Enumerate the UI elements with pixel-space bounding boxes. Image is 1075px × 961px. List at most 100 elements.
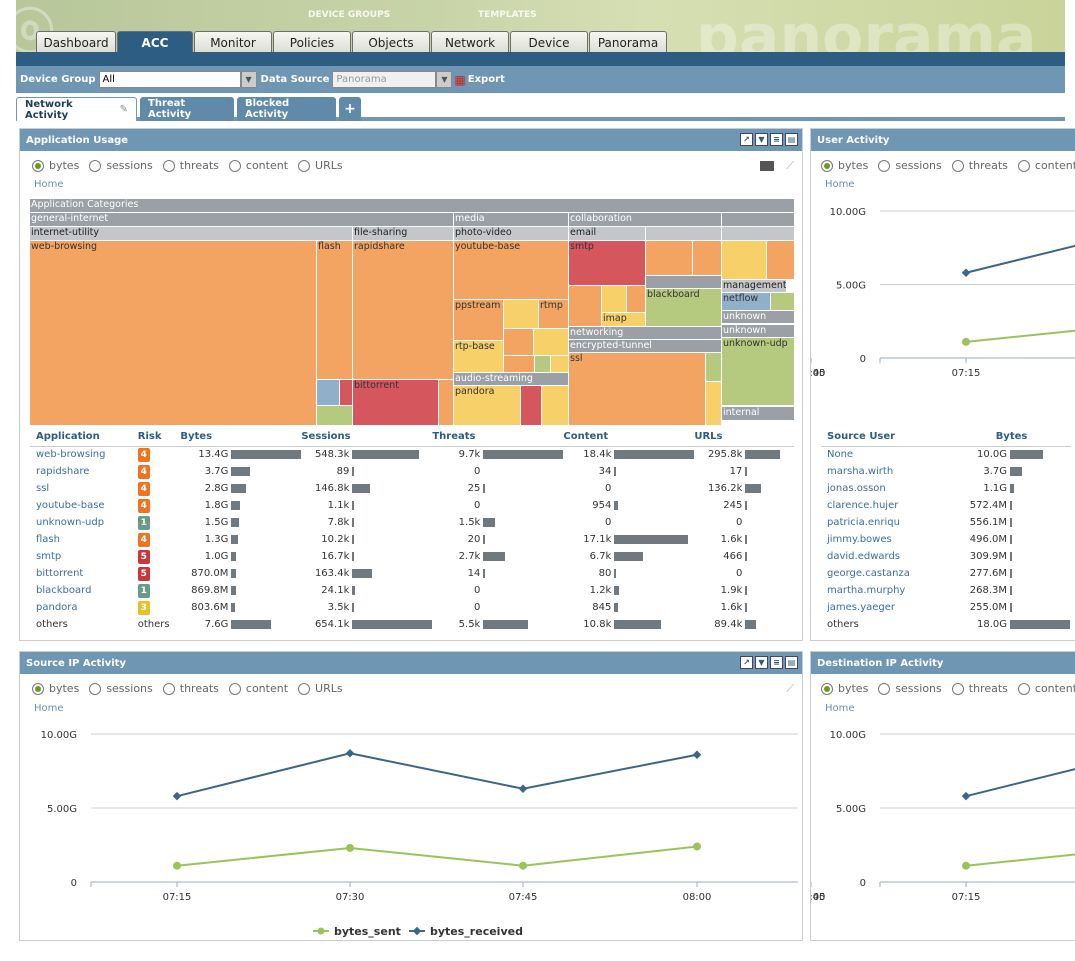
radio-sessions[interactable]: sessions xyxy=(878,682,942,695)
treemap-view-icon[interactable] xyxy=(760,161,774,171)
line-chart-icon[interactable]: ⟋ xyxy=(786,159,794,172)
treemap-subcategory[interactable]: email xyxy=(569,227,645,240)
table-row[interactable]: david.edwards 309.9M xyxy=(821,548,1071,565)
radio-threats[interactable]: threats xyxy=(951,682,1008,695)
treemap-category[interactable]: collaboration xyxy=(569,213,721,226)
radio-bytes[interactable]: bytes xyxy=(821,682,868,695)
app-name-link[interactable]: smtp xyxy=(36,551,62,562)
radio-button[interactable] xyxy=(228,159,241,172)
treemap-category[interactable]: media xyxy=(454,213,568,226)
treemap-cell[interactable] xyxy=(771,293,794,310)
app-name-link[interactable]: bittorrent xyxy=(36,568,84,579)
radio-button[interactable] xyxy=(1017,159,1030,172)
column-header[interactable]: Sessions xyxy=(301,427,433,447)
user-name-link[interactable]: jonas.osson xyxy=(827,483,886,494)
radio-button[interactable] xyxy=(878,159,891,172)
user-name-link[interactable]: jimmy.bowes xyxy=(827,534,892,545)
export-button[interactable]: Export xyxy=(467,74,505,85)
table-row[interactable]: martha.murphy 268.3M xyxy=(821,582,1071,599)
radio-content[interactable]: content xyxy=(1017,682,1075,695)
expand-icon[interactable]: ↗ xyxy=(740,656,753,669)
treemap-cell[interactable]: rtp-base xyxy=(454,341,503,372)
treemap-cell[interactable]: web-browsing xyxy=(30,241,316,425)
table-row[interactable]: blackboard 1 869.8M 24.1k 0 1.2k 1.9k xyxy=(30,582,794,599)
treemap-subcategory[interactable]: unknown xyxy=(722,311,794,323)
home-breadcrumb[interactable]: Home xyxy=(825,179,855,190)
pencil-icon[interactable]: ✎ xyxy=(119,104,128,115)
radio-button[interactable] xyxy=(228,682,241,695)
column-header[interactable]: Bytes xyxy=(180,427,302,447)
radio-threats[interactable]: threats xyxy=(951,159,1008,172)
treemap-cell[interactable] xyxy=(767,241,794,279)
column-header[interactable]: URLs xyxy=(694,427,794,447)
table-row[interactable]: None 10.0G xyxy=(821,446,1071,463)
radio-button[interactable] xyxy=(89,159,102,172)
radio-urls[interactable]: URLs xyxy=(298,682,343,695)
treemap-subcategory[interactable]: audio-streaming xyxy=(454,373,568,385)
app-name-link[interactable]: blackboard xyxy=(36,585,92,596)
treemap-category[interactable] xyxy=(722,213,794,226)
radio-button[interactable] xyxy=(298,682,311,695)
treemap-subcategory[interactable]: unknown xyxy=(722,325,794,337)
tab-device[interactable]: Device xyxy=(510,31,588,53)
radio-button[interactable] xyxy=(298,159,311,172)
document-icon[interactable]: ▤ xyxy=(785,133,798,146)
chevron-down-icon[interactable]: ▼ xyxy=(240,71,257,88)
treemap-cell[interactable] xyxy=(521,386,541,425)
filter-icon[interactable]: ▼ xyxy=(755,133,768,146)
table-row[interactable]: flash 4 1.3G 10.2k 20 17.1k 1.6k xyxy=(30,531,794,548)
radio-button[interactable] xyxy=(32,159,44,172)
treemap-cell[interactable] xyxy=(439,380,453,425)
radio-threats[interactable]: threats xyxy=(162,682,219,695)
treemap-cell[interactable] xyxy=(551,356,568,372)
treemap-cell[interactable]: rtmp xyxy=(539,300,568,328)
treemap-cell[interactable]: netflow xyxy=(722,293,770,310)
radio-content[interactable]: content xyxy=(1017,159,1075,172)
treemap-cell[interactable] xyxy=(706,353,721,381)
radio-button[interactable] xyxy=(1017,682,1030,695)
radio-button[interactable] xyxy=(162,159,175,172)
treemap-cell[interactable]: ssl xyxy=(569,353,705,425)
treemap-cell[interactable] xyxy=(542,386,568,425)
treemap-cell[interactable] xyxy=(706,382,721,425)
subtab-blocked-activity[interactable]: Blocked Activity xyxy=(237,97,336,121)
list-icon[interactable]: ≡ xyxy=(770,656,783,669)
treemap-cell[interactable]: pandora xyxy=(454,386,520,425)
radio-button[interactable] xyxy=(878,682,891,695)
table-row[interactable]: web-browsing 4 13.4G 548.3k 9.7k 18.4k 295.8k xyxy=(30,446,794,463)
column-header[interactable]: Source User xyxy=(821,427,953,447)
treemap-subcategory[interactable]: management xyxy=(722,280,786,292)
device-group-select[interactable]: All xyxy=(98,71,241,88)
treemap-cell[interactable]: imap xyxy=(602,313,645,326)
document-icon[interactable]: ▤ xyxy=(785,656,798,669)
line-chart-icon[interactable]: ⟋ xyxy=(786,682,794,695)
home-breadcrumb[interactable]: Home xyxy=(825,703,855,714)
list-icon[interactable]: ≡ xyxy=(770,133,783,146)
treemap-cell[interactable] xyxy=(534,329,568,355)
treemap-subcategory[interactable]: networking xyxy=(569,327,721,339)
treemap-cell[interactable] xyxy=(569,286,601,326)
expand-icon[interactable]: ↗ xyxy=(740,133,753,146)
treemap-subcategory[interactable]: encrypted-tunnel xyxy=(569,340,721,352)
user-name-link[interactable]: marsha.wirth xyxy=(827,466,894,477)
column-header[interactable]: Bytes xyxy=(952,427,1071,447)
radio-button[interactable] xyxy=(821,159,833,172)
radio-button[interactable] xyxy=(32,682,44,695)
treemap-cell[interactable] xyxy=(504,329,533,355)
user-name-link[interactable]: None xyxy=(827,449,854,461)
radio-content[interactable]: content xyxy=(228,682,288,695)
add-tab-button[interactable]: + xyxy=(339,97,361,121)
treemap-cell[interactable]: bittorrent xyxy=(353,380,438,425)
user-name-link[interactable]: david.edwards xyxy=(827,551,900,562)
treemap-cell[interactable] xyxy=(317,380,339,405)
treemap-cell[interactable] xyxy=(504,356,534,372)
table-row[interactable]: pandora 3 803.6M 3.5k 0 845 1.6k xyxy=(30,599,794,616)
treemap-cell[interactable]: unknown-udp xyxy=(722,338,794,405)
treemap-subcategory[interactable]: internet-utility xyxy=(30,227,352,240)
app-name-link[interactable]: ssl xyxy=(36,483,50,494)
table-row[interactable]: others others 7.6G 654.1k 5.5k 10.8k 89.4k xyxy=(30,616,794,633)
app-name-link[interactable]: web-browsing xyxy=(36,449,106,461)
treemap-cell[interactable]: flash xyxy=(317,241,352,379)
table-row[interactable]: ssl 4 2.8G 146.8k 25 0 136.2k xyxy=(30,480,794,497)
radio-urls[interactable]: URLs xyxy=(298,159,343,172)
